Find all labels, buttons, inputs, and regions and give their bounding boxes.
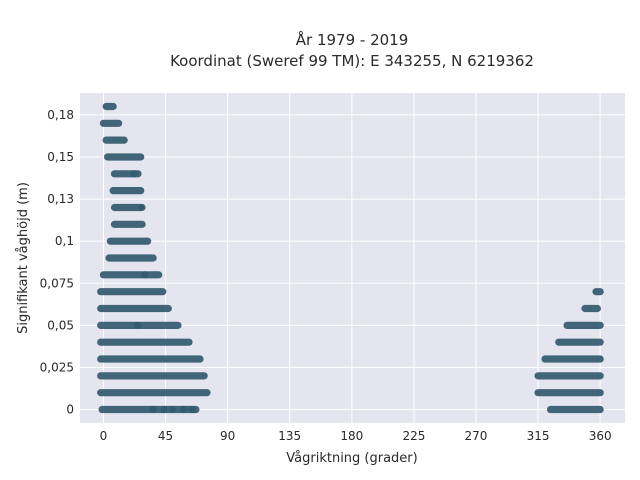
y-tick-label: 0,05	[47, 318, 74, 332]
x-tick-label: 180	[340, 429, 363, 443]
data-point-5	[134, 321, 142, 329]
point-band-25	[534, 389, 604, 397]
y-tick-label: 0,1	[55, 234, 74, 248]
y-tick-label: 0,15	[47, 150, 74, 164]
point-band-16	[97, 372, 208, 380]
point-band-20	[581, 304, 602, 313]
chart-title-line-2: Koordinat (Sweref 99 TM): E 343255, N 62…	[170, 52, 534, 70]
point-band-26	[546, 405, 604, 414]
point-band-1	[99, 119, 123, 127]
point-band-23	[541, 355, 604, 363]
point-band-14	[97, 338, 193, 346]
y-tick-label: 0	[66, 403, 74, 417]
y-axis-title: Signifikant våghöjd (m)	[16, 182, 31, 334]
point-band-7	[110, 220, 146, 228]
data-point-0	[160, 405, 168, 414]
x-tick-labels: 0 45 90 135 180 225 270 315 360	[100, 429, 612, 443]
x-tick-label: 135	[278, 429, 301, 443]
x-tick-label: 270	[465, 429, 488, 443]
y-tick-label: 0,18	[47, 108, 74, 122]
data-point-8	[138, 203, 146, 212]
point-band-8	[106, 237, 152, 245]
data-point-3	[188, 405, 196, 414]
x-tick-label: 315	[527, 429, 550, 443]
y-tick-label: 0,025	[40, 360, 74, 374]
point-band-5	[109, 187, 145, 195]
point-band-22	[555, 338, 604, 346]
y-tick-label: 0,13	[47, 192, 74, 206]
point-band-21	[563, 321, 604, 329]
point-band-9	[105, 254, 157, 262]
data-point-6	[141, 271, 149, 279]
grid-lines	[80, 93, 625, 423]
x-tick-label: 45	[158, 429, 173, 443]
data-point-2	[179, 405, 188, 414]
y-tick-label: 0,075	[40, 276, 74, 290]
chart-title-line-1: År 1979 - 2019	[296, 30, 409, 49]
point-band-15	[97, 355, 204, 363]
point-band-11	[97, 288, 167, 296]
point-band-10	[99, 271, 163, 279]
data-point-4	[149, 405, 157, 414]
point-band-0	[102, 102, 117, 111]
data-points	[97, 102, 604, 414]
data-point-1	[168, 405, 177, 414]
x-tick-label: 225	[402, 429, 425, 443]
point-band-3	[103, 153, 145, 161]
x-tick-label: 360	[589, 429, 612, 443]
x-tick-label: 90	[220, 429, 235, 443]
point-band-19	[592, 288, 604, 296]
point-band-24	[534, 372, 604, 380]
x-axis-title: Vågriktning (grader)	[286, 451, 417, 466]
point-band-17	[97, 389, 211, 397]
point-band-12	[97, 304, 172, 313]
point-band-2	[102, 136, 128, 144]
plot-area	[80, 93, 625, 423]
x-tick-label: 0	[100, 429, 108, 443]
data-point-7	[130, 170, 138, 178]
point-band-6	[110, 203, 145, 212]
y-tick-labels: 0 0,025 0,05 0,075 0,1 0,13 0,15 0,18	[40, 108, 74, 417]
